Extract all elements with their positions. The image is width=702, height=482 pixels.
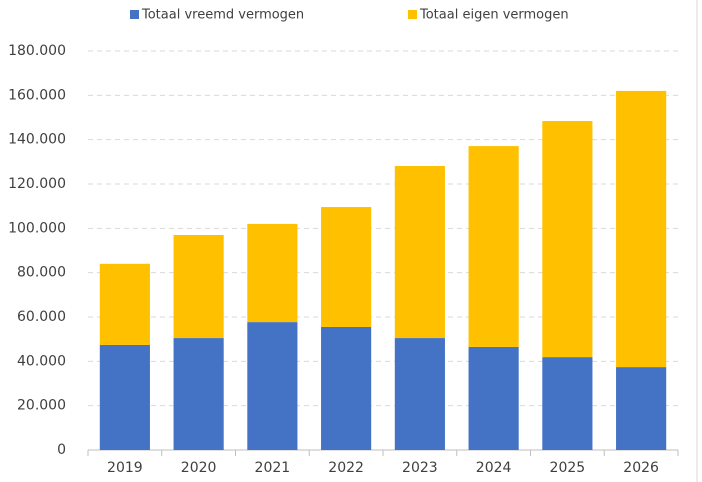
legend-label: Totaal vreemd vermogen bbox=[141, 8, 304, 23]
legend-swatch bbox=[130, 10, 139, 19]
bar-segment bbox=[247, 223, 298, 323]
x-tick-label: 2024 bbox=[476, 460, 512, 476]
bar-segment bbox=[542, 121, 593, 358]
x-tick-label: 2025 bbox=[550, 460, 586, 476]
bar-segment bbox=[542, 357, 593, 450]
y-tick-label: 180.000 bbox=[8, 43, 66, 59]
bar-segment bbox=[173, 338, 224, 450]
bar-segment bbox=[321, 207, 372, 327]
y-tick-label: 60.000 bbox=[17, 309, 66, 325]
bar-segment bbox=[247, 322, 298, 450]
y-tick-label: 40.000 bbox=[17, 353, 66, 369]
x-tick-label: 2019 bbox=[107, 460, 143, 476]
bar-segment bbox=[99, 263, 150, 345]
x-tick-label: 2022 bbox=[328, 460, 364, 476]
bar-segment bbox=[173, 234, 224, 339]
y-tick-label: 140.000 bbox=[8, 132, 66, 148]
legend-label: Totaal eigen vermogen bbox=[419, 8, 569, 23]
bar-segment bbox=[468, 346, 519, 450]
y-tick-label: 120.000 bbox=[8, 176, 66, 192]
y-tick-label: 160.000 bbox=[8, 87, 66, 103]
x-tick-label: 2021 bbox=[255, 460, 291, 476]
x-tick-label: 2023 bbox=[402, 460, 438, 476]
bar-segment bbox=[394, 338, 445, 450]
bar-segment bbox=[616, 367, 667, 450]
y-tick-label: 100.000 bbox=[8, 220, 66, 236]
bar-segment bbox=[99, 344, 150, 450]
bar-segment bbox=[468, 146, 519, 347]
y-tick-label: 80.000 bbox=[17, 265, 66, 281]
bar-segment bbox=[321, 326, 372, 450]
bar-segment bbox=[616, 90, 667, 368]
legend-swatch bbox=[408, 10, 417, 19]
x-tick-label: 2026 bbox=[623, 460, 659, 476]
y-tick-label: 20.000 bbox=[17, 398, 66, 414]
x-tick-label: 2020 bbox=[181, 460, 217, 476]
bar-segment bbox=[394, 166, 445, 339]
y-tick-label: 0 bbox=[57, 442, 66, 458]
